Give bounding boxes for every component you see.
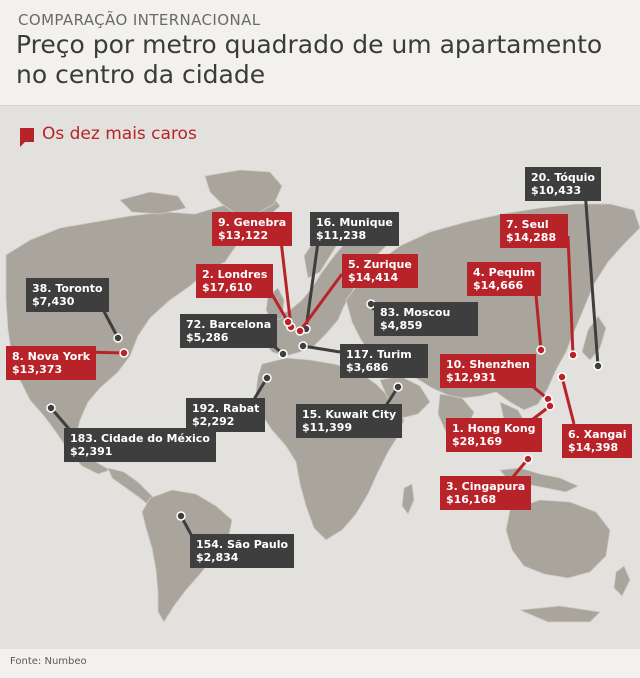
city-name: 7. Seul	[506, 218, 549, 231]
city-label-pequim[interactable]: 4. Pequim $14,666	[467, 262, 542, 296]
city-label-xangai[interactable]: 6. Xangai $14,398	[562, 424, 633, 458]
arctic-islands-landmass	[119, 191, 187, 215]
page-title: Preço por metro quadrado de um apartamen…	[16, 30, 603, 89]
city-label-barcelona[interactable]: 72. Barcelona $5,286	[180, 314, 278, 348]
city-label-genebra[interactable]: 9. Genebra $13,122	[212, 212, 293, 246]
city-label-londres[interactable]: 2. Londres $17,610	[196, 264, 274, 298]
city-price: $3,686	[346, 361, 389, 374]
city-price: $14,288	[506, 231, 557, 244]
city-name: 1. Hong Kong	[452, 422, 536, 435]
city-price: $2,391	[70, 445, 113, 458]
city-name: 72. Barcelona	[186, 318, 272, 331]
japan-landmass	[581, 315, 607, 361]
city-name: 10. Shenzhen	[446, 358, 530, 371]
city-name: 2. Londres	[202, 268, 268, 281]
city-name: 8. Nova York	[12, 350, 91, 363]
antarctic-landmass	[519, 605, 601, 623]
city-price: $5,286	[186, 331, 229, 344]
city-name: 15. Kuwait City	[302, 408, 397, 421]
city-name: 3. Cingapura	[446, 480, 526, 493]
city-price: $12,931	[446, 371, 497, 384]
city-name: 183. Cidade do México	[70, 432, 210, 445]
city-price: $14,666	[473, 279, 524, 292]
city-label-moscou[interactable]: 83. Moscou $4,859	[374, 302, 478, 336]
city-price: $13,122	[218, 229, 269, 242]
city-name: 192. Rabat	[192, 402, 260, 415]
australia-landmass	[505, 499, 611, 579]
city-price: $11,399	[302, 421, 353, 434]
city-label-kuwait[interactable]: 15. Kuwait City $11,399	[296, 404, 403, 438]
city-price: $14,398	[568, 441, 619, 454]
city-name: 9. Genebra	[218, 216, 287, 229]
madagascar-landmass	[401, 483, 415, 515]
kicker: COMPARAÇÃO INTERNACIONAL	[18, 11, 261, 29]
city-price: $4,859	[380, 319, 423, 332]
source-note: Fonte: Numbeo	[10, 656, 87, 667]
city-label-saopaulo[interactable]: 154. São Paulo $2,834	[190, 534, 295, 568]
city-price: $2,292	[192, 415, 235, 428]
city-name: 20. Tóquio	[531, 171, 595, 184]
city-price: $2,834	[196, 551, 239, 564]
city-name: 38. Toronto	[32, 282, 103, 295]
city-label-munique[interactable]: 16. Munique $11,238	[310, 212, 399, 246]
legend-label: Os dez mais caros	[42, 124, 197, 144]
city-label-zurique[interactable]: 5. Zurique $14,414	[342, 254, 418, 288]
city-label-seul[interactable]: 7. Seul $14,288	[500, 214, 568, 248]
city-label-toronto[interactable]: 38. Toronto $7,430	[26, 278, 109, 312]
city-name: 6. Xangai	[568, 428, 627, 441]
new-zealand-landmass	[613, 565, 631, 597]
city-price: $11,238	[316, 229, 367, 242]
city-label-mexico[interactable]: 183. Cidade do México $2,391	[64, 428, 216, 462]
city-label-cingapura[interactable]: 3. Cingapura $16,168	[440, 476, 532, 510]
city-price: $7,430	[32, 295, 75, 308]
city-price: $13,373	[12, 363, 63, 376]
city-label-toquio[interactable]: 20. Tóquio $10,433	[525, 167, 601, 201]
city-label-rabat[interactable]: 192. Rabat $2,292	[186, 398, 266, 432]
header: COMPARAÇÃO INTERNACIONAL Preço por metro…	[0, 0, 640, 105]
city-name: 154. São Paulo	[196, 538, 289, 551]
greenland-landmass	[204, 169, 283, 215]
city-price: $28,169	[452, 435, 503, 448]
city-name: 4. Pequim	[473, 266, 536, 279]
city-price: $14,414	[348, 271, 399, 284]
city-price: $10,433	[531, 184, 582, 197]
city-label-shenzhen[interactable]: 10. Shenzhen $12,931	[440, 354, 536, 388]
south-america-landmass	[141, 489, 233, 623]
city-price: $16,168	[446, 493, 497, 506]
city-label-novayork[interactable]: 8. Nova York $13,373	[6, 346, 97, 380]
legend-marker	[20, 128, 34, 147]
city-label-turim[interactable]: 117. Turim $3,686	[340, 344, 428, 378]
city-price: $17,610	[202, 281, 253, 294]
city-name: 117. Turim	[346, 348, 412, 361]
city-label-hongkong[interactable]: 1. Hong Kong $28,169	[446, 418, 542, 452]
city-name: 83. Moscou	[380, 306, 451, 319]
city-name: 5. Zurique	[348, 258, 412, 271]
city-name: 16. Munique	[316, 216, 393, 229]
